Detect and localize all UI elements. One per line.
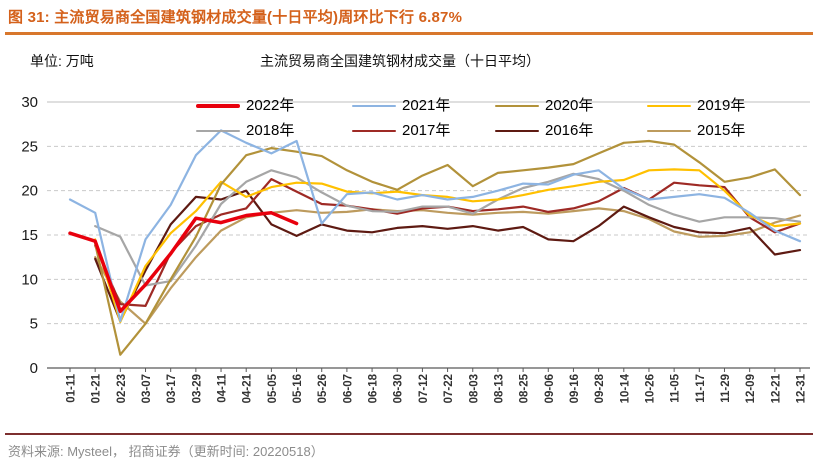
x-axis-label: 09-28	[594, 373, 606, 403]
y-axis-label: 15	[21, 227, 38, 244]
x-axis-label: 11-17	[695, 374, 707, 403]
x-axis-label: 12-09	[745, 374, 757, 403]
x-axis-label: 04-11	[217, 373, 229, 402]
x-axis-label: 01-11	[66, 373, 78, 402]
x-axis-label: 03-29	[191, 374, 203, 403]
y-axis-label: 30	[21, 94, 38, 111]
y-axis-label: 20	[21, 183, 38, 200]
figure-title: 图 31: 主流贸易商全国建筑钢材成交量(十日平均)周环比下行 6.87%	[8, 9, 463, 26]
source-note: 资料来源: Mysteel， 招商证券（更新时间: 20220518）	[8, 444, 324, 459]
x-axis-label: 08-25	[519, 373, 531, 403]
series-line-2018年	[94, 169, 802, 287]
x-axis-label: 05-05	[267, 373, 279, 403]
x-axis-label: 06-07	[342, 374, 354, 403]
x-axis-label: 10-14	[619, 373, 631, 403]
footer-rule	[5, 433, 813, 435]
chart-title: 主流贸易商全国建筑钢材成交量（十日平均）	[260, 53, 540, 69]
x-axis-label: 11-05	[670, 373, 682, 402]
series-line-2022年	[68, 211, 299, 314]
x-axis-label: 06-18	[368, 373, 380, 403]
x-axis-label: 05-26	[317, 374, 329, 403]
x-axis-label: 02-23	[116, 374, 128, 403]
x-axis-label: 12-21	[770, 373, 782, 403]
y-axis-label: 0	[30, 360, 38, 377]
title-underline	[5, 32, 813, 35]
x-axis-label: 01-21	[91, 373, 103, 403]
x-axis-label: 08-13	[493, 374, 505, 403]
series-line-2021年	[68, 129, 802, 323]
y-axis-label: 10	[21, 271, 38, 288]
x-axis-label: 09-06	[544, 374, 556, 403]
x-axis-label: 09-16	[569, 374, 581, 403]
x-axis-label: 04-21	[242, 373, 254, 403]
x-axis-label: 05-16	[292, 374, 304, 403]
series-line-2019年	[94, 168, 802, 323]
x-axis-label: 07-12	[418, 374, 430, 403]
x-axis-label: 06-30	[393, 374, 405, 403]
x-axis-label: 11-29	[720, 374, 732, 403]
y-axis-label: 5	[30, 316, 38, 333]
x-axis-label: 03-07	[141, 374, 153, 403]
series-line-2020年	[94, 139, 802, 356]
unit-label: 单位: 万吨	[30, 53, 94, 69]
x-axis-label: 08-03	[468, 374, 480, 403]
y-axis-label: 25	[21, 138, 38, 155]
x-axis-label: 10-26	[644, 374, 656, 403]
x-axis-label: 12-31	[796, 373, 808, 403]
series-line-2015年	[94, 207, 802, 325]
series-line-2016年	[94, 189, 802, 323]
x-axis-label: 03-17	[166, 374, 178, 403]
x-axis-label: 07-22	[443, 374, 455, 403]
